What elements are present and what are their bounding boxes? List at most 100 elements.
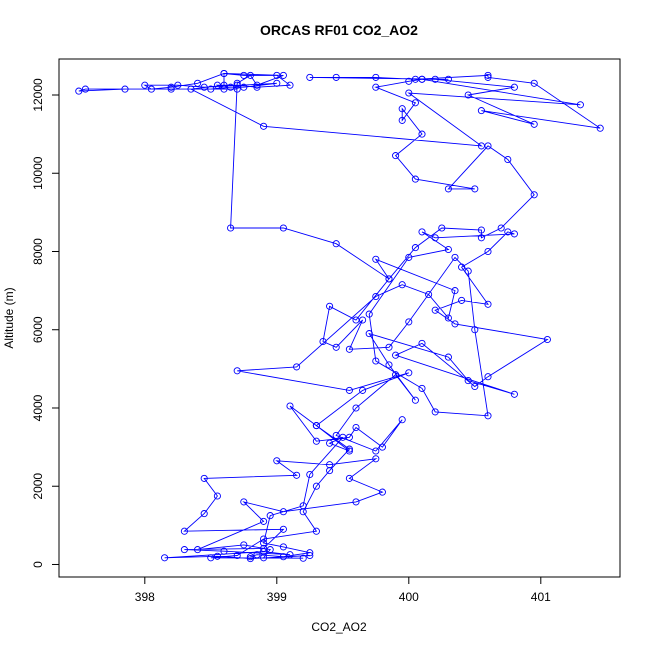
series-line: [78, 73, 601, 560]
data-point: [266, 546, 274, 554]
data-point: [471, 382, 479, 391]
data-point: [451, 287, 459, 295]
x-tick-label: 398: [135, 590, 155, 604]
chart-title: ORCAS RF01 CO2_AO2: [260, 22, 418, 38]
data-point: [194, 546, 202, 554]
y-tick-label: 4000: [31, 394, 45, 421]
data-point: [246, 71, 254, 79]
data-point: [312, 437, 320, 445]
data-point: [372, 447, 380, 455]
data-point: [286, 81, 294, 89]
data-point: [497, 224, 505, 232]
data-point: [405, 253, 413, 261]
data-point: [260, 554, 268, 562]
data-point: [418, 339, 426, 347]
data-point: [306, 551, 314, 560]
data-point: [187, 85, 195, 93]
data-point: [372, 73, 380, 81]
data-point: [464, 267, 472, 275]
x-axis-label: CO2_AO2: [311, 620, 367, 634]
data-point: [378, 488, 386, 496]
data-point: [418, 130, 426, 138]
data-point: [260, 535, 268, 543]
data-point: [411, 396, 419, 404]
data-point: [332, 240, 340, 248]
y-tick-label: 0: [31, 561, 45, 568]
data-point: [484, 73, 492, 81]
data-point: [378, 443, 386, 451]
data-point: [266, 512, 274, 520]
data-point: [213, 81, 221, 89]
data-point: [332, 431, 340, 439]
data-point: [530, 79, 538, 87]
data-point: [484, 373, 492, 381]
y-axis-label: Altitude (m): [2, 287, 16, 348]
data-point: [458, 296, 466, 304]
data-point: [240, 541, 248, 549]
data-point: [220, 69, 228, 78]
y-tick-label: 12000: [31, 78, 45, 112]
data-point: [444, 185, 452, 193]
y-tick-label: 10000: [31, 156, 45, 190]
data-point: [352, 316, 360, 324]
data-point: [431, 306, 439, 314]
data-point: [345, 474, 353, 482]
data-point: [253, 551, 261, 559]
data-point: [332, 73, 340, 81]
data-point: [220, 547, 228, 555]
data-point: [233, 81, 241, 89]
data-point: [576, 101, 584, 109]
data-point: [352, 498, 360, 506]
data-point: [180, 546, 188, 554]
data-point: [194, 79, 202, 87]
data-point: [286, 402, 294, 410]
data-point: [510, 230, 518, 238]
data-point: [372, 292, 380, 301]
data-point: [405, 89, 413, 97]
data-point: [405, 77, 413, 85]
data-point: [207, 85, 215, 93]
data-point: [444, 353, 452, 361]
data-point: [484, 412, 492, 420]
data-point: [260, 517, 268, 525]
data-point: [510, 390, 518, 398]
data-point: [352, 423, 360, 432]
data-point: [484, 247, 492, 256]
data-point: [372, 357, 380, 365]
data-point: [293, 363, 301, 371]
x-axis: 398 399 400 401: [135, 576, 551, 604]
data-point: [444, 75, 452, 83]
data-point: [398, 105, 406, 113]
data-point: [385, 275, 393, 283]
data-point: [279, 525, 287, 533]
data-point: [253, 83, 261, 91]
data-point: [444, 314, 452, 322]
data-point: [233, 367, 241, 375]
data-point: [444, 245, 452, 254]
data-point: [510, 83, 518, 91]
data-point: [286, 551, 294, 559]
data-point: [312, 482, 320, 490]
data-point: [260, 122, 268, 130]
data-point: [161, 554, 169, 562]
data-point: [240, 83, 248, 91]
data-point: [260, 544, 268, 552]
data-point: [299, 554, 307, 562]
data-point: [345, 345, 353, 353]
data-point: [451, 320, 459, 328]
data-point: [213, 552, 221, 560]
data-point: [359, 386, 367, 394]
data-point: [425, 290, 433, 299]
data-point: [438, 224, 446, 232]
y-axis: 0 2000 4000 6000 8000 10000 12000: [31, 78, 59, 568]
data-point: [471, 185, 479, 193]
data-point: [398, 416, 406, 424]
data-point: [398, 116, 406, 124]
data-point: [345, 445, 353, 453]
data-point: [200, 83, 208, 91]
data-point: [174, 81, 182, 89]
data-point: [279, 224, 287, 232]
data-point: [411, 175, 419, 183]
data-point: [477, 107, 485, 115]
data-point: [326, 439, 334, 447]
